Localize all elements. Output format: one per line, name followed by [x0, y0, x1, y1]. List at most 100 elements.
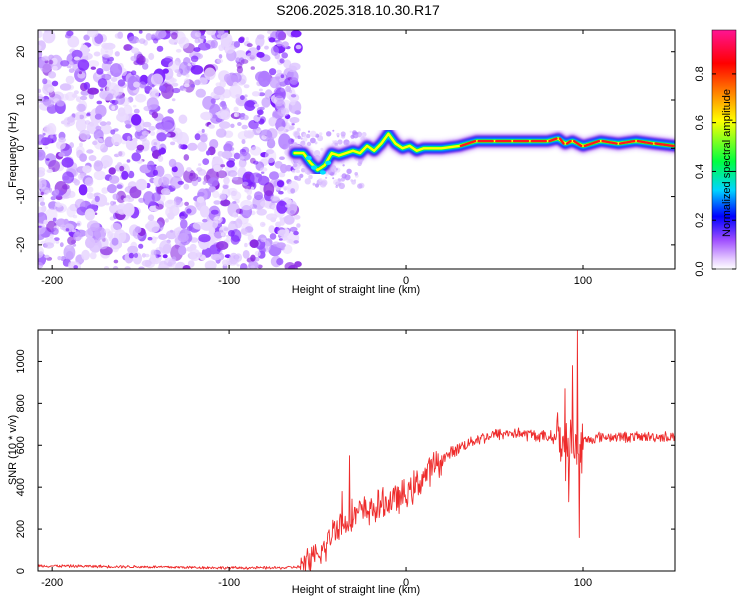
colorbar-tick-label: 0.0 — [694, 261, 706, 276]
noise-speck — [150, 131, 156, 136]
noise-speck — [280, 163, 288, 174]
noise-speck — [67, 35, 80, 48]
noise-speck — [38, 136, 42, 142]
noise-speck — [189, 172, 193, 177]
noise-speck — [57, 256, 62, 261]
noise-speck — [89, 251, 97, 260]
x-tick-label: 100 — [574, 577, 592, 589]
noise-speck — [245, 129, 255, 139]
noise-speck — [48, 71, 57, 79]
colorbar: 0.0 0.2 0.4 0.6 0.8 Normalized spectral ampl… — [694, 29, 737, 277]
noise-speck — [296, 223, 301, 228]
noise-speck — [220, 199, 231, 207]
y-tick-label: 200 — [15, 520, 27, 538]
noise-speck — [250, 186, 254, 191]
noise-speck — [290, 94, 297, 98]
noise-speck — [240, 263, 248, 269]
ridge-blob — [319, 170, 326, 175]
noise-speck — [245, 37, 249, 41]
noise-speck — [186, 167, 192, 172]
noise-speck — [234, 112, 240, 118]
noise-speck — [194, 38, 200, 44]
ridge-red-core — [572, 139, 583, 148]
noise-speck — [276, 109, 282, 115]
noise-speck — [110, 129, 116, 135]
noise-speck — [276, 180, 285, 188]
noise-speck — [134, 226, 142, 234]
noise-speck — [147, 160, 155, 171]
noise-speck — [138, 55, 146, 65]
noise-speck — [232, 176, 239, 181]
noise-speck — [45, 158, 50, 161]
noise-speck — [246, 43, 253, 48]
noise-speck — [190, 55, 199, 63]
noise-speck — [176, 132, 189, 147]
noise-speck — [296, 175, 302, 181]
noise-speck — [131, 152, 141, 162]
ridge-red-core — [654, 142, 675, 148]
noise-speck — [334, 142, 339, 147]
noise-speck — [96, 100, 103, 105]
noise-speck — [144, 85, 153, 92]
noise-speck — [256, 51, 265, 58]
noise-speck — [53, 237, 60, 242]
noise-speck — [213, 200, 221, 205]
noise-speck — [44, 254, 50, 259]
noise-speck — [38, 225, 42, 228]
noise-speck — [304, 178, 311, 185]
noise-speck — [278, 172, 286, 178]
noise-speck — [202, 158, 210, 166]
noise-speck — [73, 90, 79, 95]
noise-speck — [353, 179, 357, 182]
noise-speck — [198, 163, 202, 166]
noise-speck — [160, 121, 173, 131]
noise-speck — [171, 82, 179, 87]
spectrogram-frame — [37, 29, 676, 270]
noise-speck — [158, 176, 170, 187]
noise-speck — [131, 114, 142, 126]
noise-speck — [111, 133, 123, 146]
noise-speck — [357, 183, 363, 189]
noise-speck — [276, 200, 288, 214]
noise-speck — [290, 30, 302, 38]
y-tick-label: 800 — [15, 394, 27, 412]
noise-speck — [289, 62, 301, 71]
noise-speck — [165, 207, 174, 217]
noise-speck — [258, 88, 263, 92]
noise-speck — [232, 81, 238, 87]
noise-speck — [233, 106, 239, 112]
noise-speck — [276, 258, 284, 266]
noise-speck — [234, 218, 243, 229]
noise-speck — [138, 266, 145, 269]
noise-speck — [65, 228, 70, 232]
noise-speck — [43, 219, 49, 225]
noise-speck — [287, 180, 299, 193]
noise-speck — [93, 138, 105, 150]
noise-speck — [219, 121, 231, 129]
noise-speck — [236, 62, 243, 69]
noise-speck — [213, 164, 221, 172]
noise-speck — [261, 97, 271, 108]
x-tick-label: -200 — [41, 275, 63, 287]
noise-speck — [123, 197, 130, 202]
noise-speck — [38, 30, 43, 38]
noise-speck — [164, 218, 169, 223]
x-tick-label: 100 — [574, 275, 592, 287]
noise-speck — [246, 52, 257, 62]
noise-speck — [178, 114, 188, 124]
noise-speck — [291, 123, 295, 126]
snr-series — [38, 330, 675, 571]
noise-speck — [50, 196, 56, 201]
noise-speck — [230, 220, 235, 225]
noise-speck — [39, 201, 46, 206]
noise-speck — [241, 139, 246, 145]
noise-speck — [78, 71, 82, 75]
noise-speck — [269, 233, 277, 240]
noise-speck — [38, 50, 43, 59]
noise-speck — [282, 186, 289, 191]
x-tick-label: 0 — [403, 577, 409, 589]
noise-speck — [114, 33, 122, 39]
noise-speck — [52, 217, 57, 222]
